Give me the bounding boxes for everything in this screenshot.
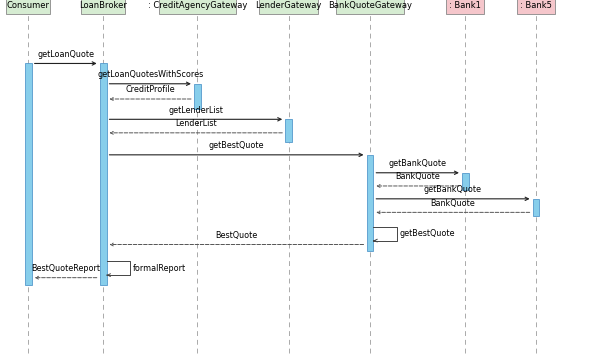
Text: Consumer: Consumer	[6, 1, 50, 9]
Text: getBankQuote: getBankQuote	[389, 159, 446, 168]
Text: getLoanQuotesWithScores: getLoanQuotesWithScores	[97, 70, 203, 79]
Text: BestQuoteReport: BestQuoteReport	[31, 264, 100, 273]
Bar	[194, 84, 200, 109]
Text: getBestQuote: getBestQuote	[399, 229, 455, 238]
Bar	[81, 0, 125, 14]
Text: CreditProfile: CreditProfile	[125, 85, 175, 94]
Bar	[159, 0, 236, 14]
Bar	[366, 155, 373, 251]
Text: : Bank1: : Bank1	[449, 1, 481, 9]
Text: : Bank5: : Bank5	[520, 1, 552, 9]
Text: : CreditAgencyGateway: : CreditAgencyGateway	[148, 1, 247, 9]
Text: formalReport: formalReport	[133, 264, 186, 273]
Bar	[462, 173, 469, 190]
Bar	[6, 0, 50, 14]
Text: getBestQuote: getBestQuote	[209, 141, 264, 150]
Bar	[533, 199, 540, 216]
Text: getBankQuote: getBankQuote	[424, 185, 482, 194]
Text: getLenderList: getLenderList	[168, 105, 223, 114]
Text: BankQuote: BankQuote	[431, 199, 475, 208]
Text: LoanBroker: LoanBroker	[79, 1, 127, 9]
Bar	[25, 63, 32, 285]
Text: getLoanQuote: getLoanQuote	[37, 50, 94, 59]
Text: LenderGateway: LenderGateway	[256, 1, 322, 9]
Text: BankQuote: BankQuote	[395, 172, 440, 181]
Bar	[100, 63, 107, 285]
Text: BestQuote: BestQuote	[216, 231, 257, 240]
Bar	[517, 0, 555, 14]
Bar	[446, 0, 484, 14]
Text: LenderList: LenderList	[175, 119, 217, 128]
Bar	[259, 0, 318, 14]
Text: BankQuoteGateway: BankQuoteGateway	[328, 1, 412, 9]
Bar	[285, 119, 292, 142]
Bar	[336, 0, 404, 14]
